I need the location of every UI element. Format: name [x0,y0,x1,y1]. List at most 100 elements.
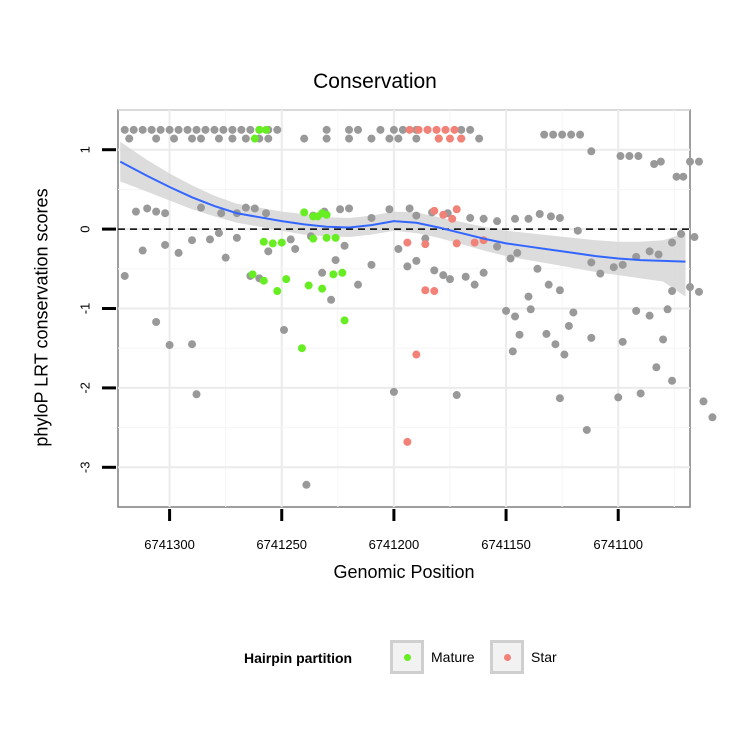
smooth-curve [119,160,686,263]
data-point-other [152,207,161,216]
data-point-other [376,125,385,134]
data-point-other [336,205,345,214]
data-point-other [165,125,174,134]
y-tick-label: 0 [77,225,92,232]
data-point-other [264,247,273,256]
data-point-other [228,134,237,143]
data-point-other [367,213,376,222]
data-point-other [616,152,625,161]
data-point-other [544,280,553,289]
y-tick-label: -2 [77,382,92,394]
data-point-mature [304,281,313,290]
data-point-other [174,248,183,257]
data-point-other [214,229,223,238]
data-point-other [587,147,596,156]
data-point-star [414,125,423,134]
data-point-other [475,134,484,143]
data-point-star [470,238,479,247]
data-point-other [405,204,414,213]
data-point-other [564,321,573,330]
legend-label-mature: Mature [431,649,475,665]
data-point-mature [262,125,271,134]
x-tick-label: 6741250 [256,537,307,552]
data-point-other [241,134,250,143]
data-point-star [403,437,412,446]
data-point-other [188,340,197,349]
x-tick-label: 6741300 [144,537,195,552]
data-point-star [421,240,430,249]
data-point-other [389,125,398,134]
data-point-other [273,125,282,134]
y-tick-label: 1 [77,146,92,153]
data-point-star [405,125,414,134]
confidence-band [120,141,686,297]
data-point-other [131,207,140,216]
data-point-other [237,125,246,134]
data-point-other [228,125,237,134]
data-point-other [394,244,403,253]
data-point-other [445,275,454,284]
data-point-mature [282,275,291,284]
data-point-other [262,209,271,218]
data-point-mature [329,270,338,279]
data-point-star [434,134,443,143]
data-point-other [210,125,219,134]
data-point-other [618,260,627,269]
data-point-other [679,172,688,181]
legend: Hairpin partition Mature Star [0,640,750,676]
data-point-other [558,130,567,139]
data-point-other [412,134,421,143]
data-point-star [452,205,461,214]
data-point-other [300,134,309,143]
data-point-other [152,134,161,143]
data-point-other [345,204,354,213]
legend-key-star [490,640,524,674]
data-point-other [479,268,488,277]
data-point-other [302,480,311,489]
data-point-star [439,210,448,219]
data-point-other [540,130,549,139]
data-point-other [632,306,641,315]
data-point-other [120,125,129,134]
data-point-other [652,363,661,372]
data-point-other [421,234,430,243]
data-point-other [470,280,479,289]
data-point-mature [322,210,331,219]
data-point-other [694,157,703,166]
data-point-mature [297,344,306,353]
data-point-other [582,425,591,434]
data-point-star [412,350,421,359]
data-point-other [466,125,475,134]
data-point-mature [322,233,331,242]
data-point-star [452,239,461,248]
data-point-other [555,286,564,295]
data-point-other [174,125,183,134]
data-point-star [445,134,454,143]
data-point-other [192,125,201,134]
data-point-other [394,134,403,143]
data-point-other [708,413,717,422]
data-point-mature [259,237,268,246]
smooth-line [119,160,686,263]
data-point-star [421,286,430,295]
data-point-other [506,254,515,263]
data-point-other [430,266,439,275]
data-point-other [192,390,201,399]
data-point-other [345,125,354,134]
data-point-other [461,272,470,281]
data-point-other [327,295,336,304]
data-point-other [672,172,681,181]
x-tick-label: 6741100 [593,537,643,552]
data-point-other [699,397,708,406]
data-point-other [367,134,376,143]
y-tick-label: -3 [77,462,92,474]
data-point-other [286,235,295,244]
data-point-other [546,212,555,221]
data-points [120,125,717,489]
data-point-other [138,125,147,134]
data-point-other [596,269,605,278]
data-point-other [551,340,560,349]
data-point-other [264,134,273,143]
star-swatch [504,654,511,661]
